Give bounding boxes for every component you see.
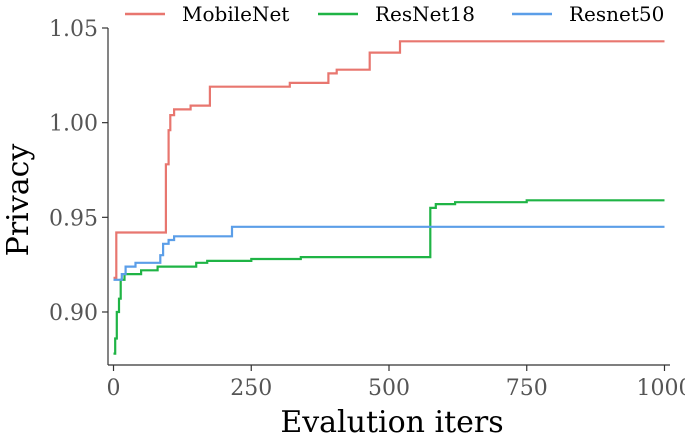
series-line-resnet18 (113, 199, 665, 355)
x-tick-label: 250 (230, 376, 272, 401)
x-tick-label: 500 (368, 376, 410, 401)
legend-label-resnet50: Resnet50 (569, 2, 664, 26)
x-tick-label: 750 (506, 376, 548, 401)
y-axis-title: Privacy (1, 144, 36, 257)
x-tick-label: 0 (107, 376, 121, 401)
y-ticks: 0.90 0.95 1.00 1.05 (49, 17, 108, 326)
y-tick-label: 0.90 (49, 301, 98, 326)
y-tick-label: 1.05 (49, 17, 98, 42)
y-tick-label: 1.00 (49, 112, 98, 137)
y-tick-label: 0.95 (49, 206, 98, 231)
series-line-mobilenet (113, 40, 665, 279)
axes (107, 28, 670, 366)
legend-label-mobilenet: MobileNet (182, 2, 289, 26)
legend: MobileNet ResNet18 Resnet50 (125, 2, 664, 26)
x-axis-title: Evalution iters (280, 405, 503, 440)
series-line-resnet50 (113, 225, 665, 281)
legend-label-resnet18: ResNet18 (375, 2, 475, 26)
series-layer (113, 40, 665, 355)
